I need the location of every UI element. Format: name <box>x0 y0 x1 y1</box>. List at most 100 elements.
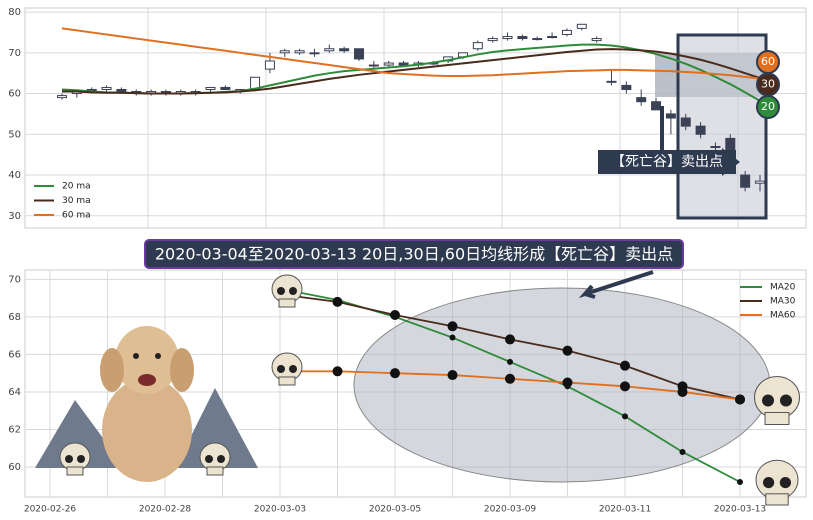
candle-body <box>502 36 513 40</box>
candle-body <box>740 174 751 188</box>
candle-body <box>651 101 662 111</box>
mountain <box>35 400 125 468</box>
dog-ear <box>100 348 124 392</box>
dog-ear <box>170 348 194 392</box>
x-tick-label: 2020-02-26 <box>24 505 77 515</box>
candle-body <box>368 64 379 67</box>
candle-body <box>383 62 394 66</box>
point <box>735 394 745 405</box>
candle-body <box>354 48 365 60</box>
skull-eye <box>217 455 225 463</box>
skull-jaw <box>278 376 296 386</box>
mountain <box>175 388 258 468</box>
candle-body <box>755 180 765 184</box>
x-tick-label: 2020-03-03 <box>254 505 306 515</box>
legend-label: 60 ma <box>62 211 91 221</box>
candle-body <box>205 86 216 90</box>
y-tick-label: 70 <box>8 274 21 285</box>
skull-jaw <box>66 466 84 476</box>
end-label-badge <box>756 95 780 119</box>
skull-jaw <box>278 298 296 308</box>
candle-body <box>116 88 127 93</box>
highlight-frame <box>676 33 768 220</box>
candle-body <box>725 137 736 152</box>
candle-body <box>710 146 721 149</box>
title-box <box>144 239 684 269</box>
candle-body <box>101 86 112 90</box>
candle-body <box>487 38 498 42</box>
candle-body <box>621 84 632 90</box>
point <box>562 377 573 388</box>
candle-body <box>665 113 676 119</box>
skull-eye <box>763 477 775 489</box>
point <box>562 345 573 356</box>
point <box>505 334 515 345</box>
candle-body <box>398 62 409 66</box>
candle-body <box>57 95 67 99</box>
y-tick-label: 62 <box>8 424 21 435</box>
candle-body <box>576 23 587 29</box>
dog-body <box>102 378 192 482</box>
y-tick-label: 30 <box>8 211 21 222</box>
point <box>332 366 343 377</box>
skull-jaw <box>765 493 789 506</box>
candle-body <box>279 50 290 54</box>
point <box>620 360 630 371</box>
point <box>332 296 343 307</box>
y-tick-label: 70 <box>8 48 21 59</box>
y-tick-label: 66 <box>8 349 21 360</box>
candle-body <box>591 38 602 42</box>
y-tick-label: 60 <box>8 462 21 473</box>
candle-body <box>472 42 483 50</box>
y-tick-label: 50 <box>8 129 21 140</box>
annotation-text: 【死亡谷】卖出点 <box>611 154 723 170</box>
x-tick-label: 2020-03-13 <box>714 505 766 515</box>
x-tick-label: 2020-03-09 <box>484 505 537 515</box>
candle-body <box>517 36 528 40</box>
point <box>449 334 456 341</box>
candle-body <box>220 86 231 90</box>
skull-eye <box>277 365 285 373</box>
ma-line <box>62 48 761 95</box>
candle-body <box>294 50 305 54</box>
point <box>737 478 743 485</box>
candle-body <box>86 88 97 91</box>
point <box>620 381 630 392</box>
legend-label: MA30 <box>770 297 796 307</box>
point <box>505 373 515 384</box>
dog-head <box>115 326 179 394</box>
y-tick-label: 80 <box>8 7 21 18</box>
y-tick-label: 60 <box>8 89 21 100</box>
point <box>447 321 458 332</box>
annotation-box <box>598 150 736 174</box>
candle-body <box>636 97 647 103</box>
end-label: 30 <box>761 78 775 91</box>
skull-eye <box>289 365 297 373</box>
y-tick-label: 68 <box>8 312 21 323</box>
highlight-ellipse <box>353 287 771 483</box>
dog-eye <box>155 353 161 359</box>
x-tick-label: 2020-03-11 <box>599 505 651 515</box>
end-label: 60 <box>761 55 775 68</box>
candle-body <box>561 29 572 35</box>
skull-eye <box>277 287 285 295</box>
point <box>390 310 400 321</box>
candle-body <box>547 36 558 39</box>
skull-eye <box>780 394 792 407</box>
candle-body <box>339 48 350 52</box>
candle-body <box>532 38 543 41</box>
skull-jaw <box>764 412 790 425</box>
x-tick-label: 2020-03-05 <box>369 505 421 515</box>
candle-body <box>264 60 275 70</box>
point <box>677 386 688 397</box>
annotation-arrow <box>578 270 654 299</box>
x-tick-label: 2020-02-28 <box>139 505 192 515</box>
skull-eye <box>289 287 297 295</box>
skull-eye <box>762 394 774 407</box>
point <box>447 370 458 381</box>
point <box>390 368 400 379</box>
skull-eye <box>77 455 85 463</box>
legend-label: 20 ma <box>62 182 91 192</box>
